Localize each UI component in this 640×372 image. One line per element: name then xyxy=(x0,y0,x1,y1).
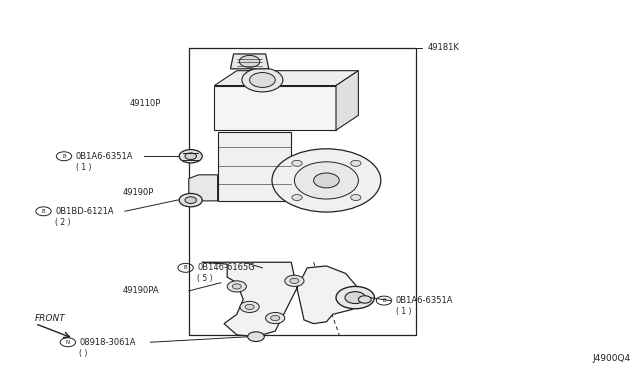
Text: ( 2 ): ( 2 ) xyxy=(55,218,70,227)
FancyBboxPatch shape xyxy=(218,132,291,201)
Text: 49110P: 49110P xyxy=(129,99,161,108)
Circle shape xyxy=(232,284,241,289)
Polygon shape xyxy=(214,71,358,86)
Text: ( 5 ): ( 5 ) xyxy=(197,275,212,283)
Circle shape xyxy=(272,149,381,212)
Text: 0B146-6165G: 0B146-6165G xyxy=(197,263,255,272)
Circle shape xyxy=(285,275,304,286)
Text: ( 1 ): ( 1 ) xyxy=(76,163,91,172)
Circle shape xyxy=(271,315,280,321)
Text: ( 1 ): ( 1 ) xyxy=(396,307,411,316)
Circle shape xyxy=(179,193,202,207)
Circle shape xyxy=(290,278,299,283)
Circle shape xyxy=(179,150,202,163)
Polygon shape xyxy=(202,262,362,337)
Text: 08918-3061A: 08918-3061A xyxy=(79,338,136,347)
Circle shape xyxy=(185,153,196,160)
Text: 0B1BD-6121A: 0B1BD-6121A xyxy=(55,207,114,216)
Text: 0B1A6-6351A: 0B1A6-6351A xyxy=(76,152,133,161)
Circle shape xyxy=(245,304,254,310)
Text: 0B1A6-6351A: 0B1A6-6351A xyxy=(396,296,453,305)
Circle shape xyxy=(266,312,285,324)
Text: 49190P: 49190P xyxy=(123,188,154,197)
Circle shape xyxy=(336,286,374,309)
Bar xyxy=(189,48,416,335)
Polygon shape xyxy=(336,71,358,130)
Circle shape xyxy=(248,332,264,341)
Text: B: B xyxy=(382,298,386,303)
FancyBboxPatch shape xyxy=(214,86,336,130)
Circle shape xyxy=(240,301,259,312)
Circle shape xyxy=(185,197,196,203)
Circle shape xyxy=(294,162,358,199)
Circle shape xyxy=(250,73,275,87)
Text: J4900Q4: J4900Q4 xyxy=(592,354,630,363)
Circle shape xyxy=(345,292,365,304)
Polygon shape xyxy=(230,54,269,69)
Circle shape xyxy=(292,160,302,166)
Text: FRONT: FRONT xyxy=(35,314,66,323)
Polygon shape xyxy=(189,175,218,201)
Circle shape xyxy=(242,68,283,92)
Text: B: B xyxy=(184,265,188,270)
Circle shape xyxy=(292,195,302,201)
Circle shape xyxy=(351,195,361,201)
Text: ( ): ( ) xyxy=(79,349,88,358)
Text: B: B xyxy=(62,154,66,159)
Text: 49190PA: 49190PA xyxy=(123,286,159,295)
Circle shape xyxy=(314,173,339,188)
Circle shape xyxy=(351,160,361,166)
Circle shape xyxy=(227,281,246,292)
Text: B: B xyxy=(42,209,45,214)
Circle shape xyxy=(239,55,260,67)
Text: N: N xyxy=(66,340,70,345)
Text: 49181K: 49181K xyxy=(428,43,460,52)
Circle shape xyxy=(358,296,371,303)
